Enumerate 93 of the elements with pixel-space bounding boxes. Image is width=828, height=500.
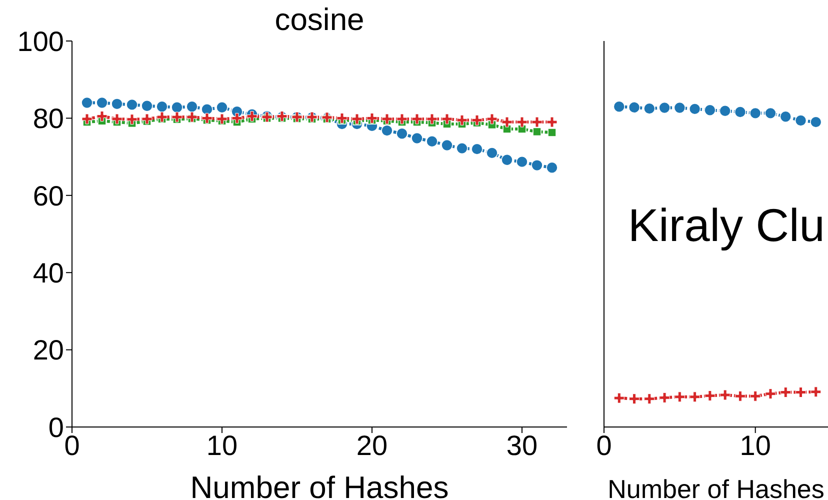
point bbox=[456, 142, 468, 154]
point bbox=[201, 103, 213, 116]
point bbox=[396, 128, 408, 140]
point bbox=[111, 98, 123, 110]
y-tick-label: 40 bbox=[32, 258, 64, 289]
point bbox=[382, 114, 392, 124]
point bbox=[171, 101, 183, 114]
point bbox=[156, 112, 168, 122]
point bbox=[780, 387, 791, 398]
point bbox=[659, 392, 670, 403]
point bbox=[704, 104, 716, 116]
point bbox=[396, 114, 408, 124]
point bbox=[426, 114, 438, 124]
point bbox=[749, 107, 762, 120]
point bbox=[810, 386, 822, 398]
point bbox=[442, 114, 452, 124]
point bbox=[441, 139, 453, 152]
point bbox=[810, 116, 822, 128]
point bbox=[471, 143, 483, 155]
point bbox=[628, 101, 640, 114]
point bbox=[750, 390, 761, 402]
point bbox=[613, 100, 626, 113]
point bbox=[658, 102, 670, 114]
point bbox=[141, 100, 153, 112]
point bbox=[82, 114, 92, 124]
point bbox=[502, 116, 512, 128]
point bbox=[352, 114, 362, 124]
point bbox=[532, 116, 542, 128]
y-tick-label: 100 bbox=[17, 26, 64, 57]
point bbox=[720, 390, 730, 400]
point bbox=[486, 114, 498, 124]
point bbox=[704, 390, 716, 401]
point bbox=[644, 394, 655, 404]
point bbox=[674, 392, 685, 402]
point bbox=[794, 114, 807, 126]
point bbox=[734, 390, 746, 402]
y-tick-label: 60 bbox=[32, 180, 64, 212]
point bbox=[734, 106, 746, 118]
point bbox=[232, 112, 242, 124]
point bbox=[690, 392, 700, 402]
point bbox=[411, 132, 423, 144]
point bbox=[688, 103, 701, 115]
annotation: Kiraly Clu bbox=[628, 199, 825, 251]
x-axis-title: Number of Hashes bbox=[608, 474, 824, 500]
point bbox=[172, 112, 182, 122]
point bbox=[532, 127, 542, 136]
point bbox=[126, 98, 138, 111]
point bbox=[674, 102, 686, 114]
point bbox=[629, 394, 640, 404]
y-tick-label: 20 bbox=[32, 334, 64, 366]
point bbox=[531, 159, 543, 172]
point bbox=[486, 147, 498, 159]
point bbox=[412, 114, 422, 124]
x-tick-label: 0 bbox=[596, 430, 612, 461]
point bbox=[614, 392, 624, 404]
x-tick-label: 30 bbox=[506, 430, 538, 461]
point bbox=[186, 112, 198, 122]
point bbox=[546, 116, 558, 128]
x-tick-label: 20 bbox=[356, 430, 388, 461]
point bbox=[126, 114, 138, 125]
point bbox=[644, 102, 656, 114]
point bbox=[796, 387, 806, 398]
point bbox=[381, 124, 393, 136]
point bbox=[764, 107, 776, 120]
point bbox=[780, 110, 792, 123]
point bbox=[216, 114, 228, 124]
point bbox=[472, 114, 482, 126]
point bbox=[456, 114, 468, 126]
y-tick-label: 80 bbox=[32, 103, 64, 134]
point bbox=[765, 388, 776, 400]
point bbox=[426, 135, 438, 148]
point bbox=[246, 111, 258, 122]
point bbox=[546, 162, 558, 174]
point bbox=[96, 96, 108, 109]
point bbox=[548, 128, 556, 137]
point bbox=[202, 112, 212, 124]
point bbox=[516, 116, 528, 128]
point bbox=[186, 100, 198, 113]
point bbox=[366, 112, 378, 124]
point bbox=[156, 100, 168, 113]
point bbox=[216, 101, 228, 114]
point bbox=[112, 114, 122, 124]
point bbox=[501, 154, 513, 166]
x-tick-label: 10 bbox=[206, 430, 238, 461]
chart-title: cosine bbox=[274, 2, 364, 37]
x-axis-title: Number of Hashes bbox=[190, 470, 449, 500]
point bbox=[96, 111, 108, 122]
x-tick-label: 10 bbox=[740, 430, 771, 461]
point bbox=[336, 112, 348, 124]
point bbox=[81, 96, 93, 109]
point bbox=[516, 156, 528, 168]
point bbox=[719, 104, 731, 117]
point bbox=[142, 114, 152, 124]
